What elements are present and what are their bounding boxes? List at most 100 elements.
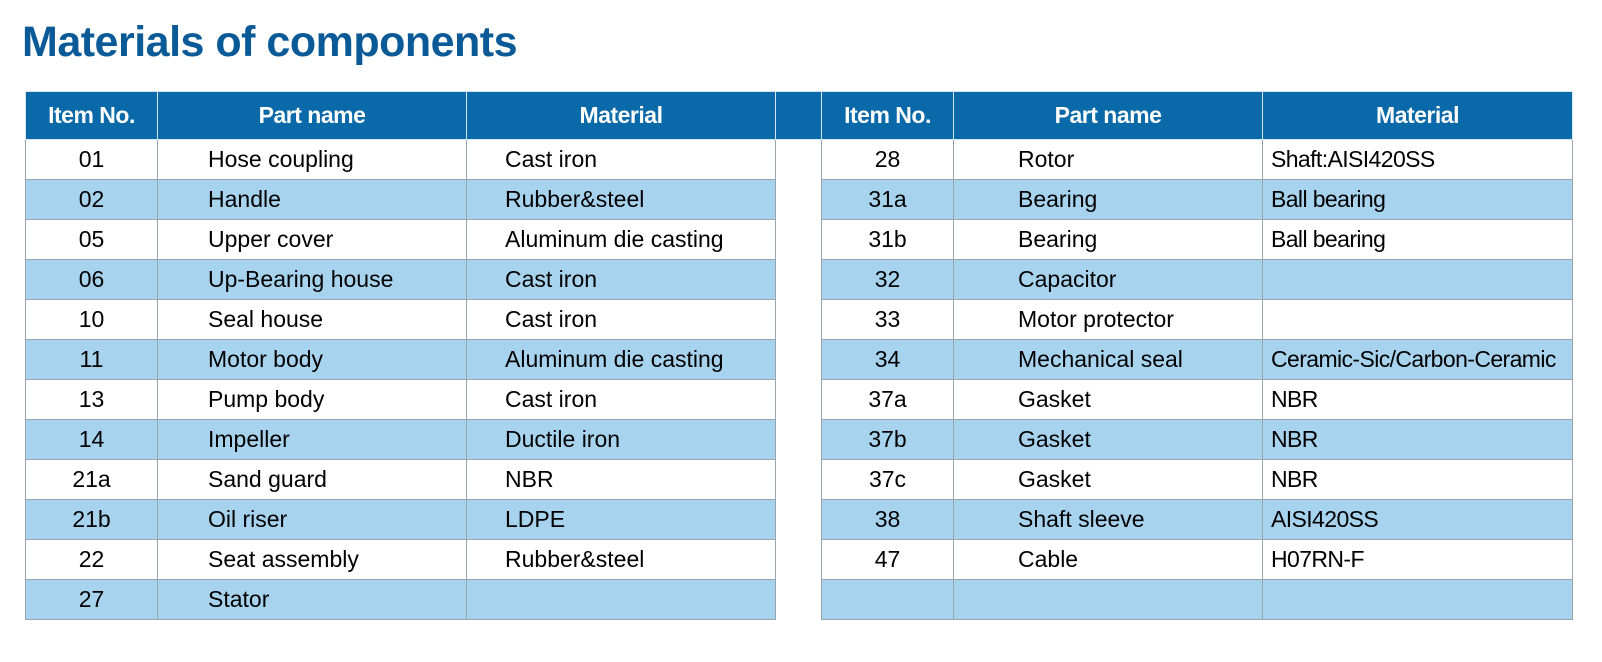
gap-cell	[775, 339, 822, 380]
item-no-cell: 11	[25, 339, 158, 380]
material-cell: Cast iron	[466, 299, 776, 340]
item-no-cell: 31a	[821, 179, 954, 220]
table-row: 06 Up-Bearing house Cast iron 32 Capacitor	[25, 259, 1573, 300]
part-name-cell: Gasket	[953, 379, 1263, 420]
part-name-cell: Motor body	[157, 339, 467, 380]
item-no-cell: 06	[25, 259, 158, 300]
material-cell: NBR	[466, 459, 776, 500]
header-cell: Material	[466, 91, 776, 140]
material-cell: H07RN-F	[1262, 539, 1573, 580]
part-name-cell: Cable	[953, 539, 1263, 580]
material-cell: Shaft:AISI420SS	[1262, 139, 1573, 180]
gap-cell	[775, 179, 822, 220]
part-name-cell: Mechanical seal	[953, 339, 1263, 380]
item-no-cell	[821, 579, 954, 620]
item-no-cell: 05	[25, 219, 158, 260]
item-no-cell: 37b	[821, 419, 954, 460]
material-cell	[1262, 259, 1573, 300]
material-cell: LDPE	[466, 499, 776, 540]
part-name-cell: Stator	[157, 579, 467, 620]
table-row: 22 Seat assembly Rubber&steel 47 Cable H07RN-…	[25, 539, 1573, 580]
part-name-cell: Seat assembly	[157, 539, 467, 580]
material-cell	[1262, 579, 1573, 620]
gap-cell	[775, 579, 822, 620]
material-cell	[466, 579, 776, 620]
header-cell: Part name	[157, 91, 467, 140]
part-name-cell: Impeller	[157, 419, 467, 460]
gap-cell	[775, 539, 822, 580]
material-cell: NBR	[1262, 459, 1573, 500]
material-cell: NBR	[1262, 379, 1573, 420]
header-gap	[775, 91, 822, 140]
header-cell: Part name	[953, 91, 1263, 140]
header-cell: Item No.	[821, 91, 954, 140]
table-row: 10 Seal house Cast iron 33 Motor protector	[25, 299, 1573, 340]
part-name-cell: Capacitor	[953, 259, 1263, 300]
gap-cell	[775, 299, 822, 340]
table-row: 21b Oil riser LDPE 38 Shaft sleeve AISI420SS	[25, 499, 1573, 540]
item-no-cell: 32	[821, 259, 954, 300]
material-cell: NBR	[1262, 419, 1573, 460]
part-name-cell: Shaft sleeve	[953, 499, 1263, 540]
part-name-cell: Hose coupling	[157, 139, 467, 180]
gap-cell	[775, 459, 822, 500]
part-name-cell: Pump body	[157, 379, 467, 420]
material-cell	[1262, 299, 1573, 340]
table-row: 13 Pump body Cast iron 37a Gasket NBR	[25, 379, 1573, 420]
item-no-cell: 37a	[821, 379, 954, 420]
header-cell: Material	[1262, 91, 1573, 140]
gap-cell	[775, 419, 822, 460]
gap-cell	[775, 139, 822, 180]
part-name-cell	[953, 579, 1263, 620]
table-row: 01 Hose coupling Cast iron 28 Rotor Shaft:AIS…	[25, 139, 1573, 180]
part-name-cell: Rotor	[953, 139, 1263, 180]
material-cell: Cast iron	[466, 139, 776, 180]
gap-cell	[775, 499, 822, 540]
header-row: Item No. Part name Material Item No. Part na…	[25, 91, 1573, 140]
material-cell: AISI420SS	[1262, 499, 1573, 540]
part-name-cell: Motor protector	[953, 299, 1263, 340]
material-cell: Cast iron	[466, 379, 776, 420]
item-no-cell: 34	[821, 339, 954, 380]
title: Materials of components	[22, 18, 518, 66]
part-name-cell: Seal house	[157, 299, 467, 340]
material-cell: Ceramic-Sic/Carbon-Ceramic	[1262, 339, 1573, 380]
item-no-cell: 14	[25, 419, 158, 460]
item-no-cell: 47	[821, 539, 954, 580]
material-cell: Aluminum die casting	[466, 339, 776, 380]
material-cell: Rubber&steel	[466, 179, 776, 220]
part-name-cell: Gasket	[953, 419, 1263, 460]
part-name-cell: Bearing	[953, 219, 1263, 260]
item-no-cell: 22	[25, 539, 158, 580]
part-name-cell: Sand guard	[157, 459, 467, 500]
material-cell: Ball bearing	[1262, 219, 1573, 260]
table-row: 05 Upper cover Aluminum die casting 31b Bear…	[25, 219, 1573, 260]
item-no-cell: 10	[25, 299, 158, 340]
table-row: 21a Sand guard NBR 37c Gasket NBR	[25, 459, 1573, 500]
material-cell: Aluminum die casting	[466, 219, 776, 260]
item-no-cell: 33	[821, 299, 954, 340]
gap-cell	[775, 379, 822, 420]
table-row: 27 Stator	[25, 579, 1573, 620]
item-no-cell: 28	[821, 139, 954, 180]
item-no-cell: 37c	[821, 459, 954, 500]
part-name-cell: Handle	[157, 179, 467, 220]
table-row: 14 Impeller Ductile iron 37b Gasket NBR	[25, 419, 1573, 460]
part-name-cell: Up-Bearing house	[157, 259, 467, 300]
gap-cell	[775, 219, 822, 260]
material-cell: Ductile iron	[466, 419, 776, 460]
material-cell: Rubber&steel	[466, 539, 776, 580]
material-cell: Ball bearing	[1262, 179, 1573, 220]
table-row: 02 Handle Rubber&steel 31a Bearing Ball beari…	[25, 179, 1573, 220]
item-no-cell: 13	[25, 379, 158, 420]
material-cell: Cast iron	[466, 259, 776, 300]
item-no-cell: 21a	[25, 459, 158, 500]
materials-table: Item No. Part name Material Item No. Part na…	[25, 91, 1573, 620]
part-name-cell: Oil riser	[157, 499, 467, 540]
item-no-cell: 31b	[821, 219, 954, 260]
part-name-cell: Upper cover	[157, 219, 467, 260]
item-no-cell: 01	[25, 139, 158, 180]
item-no-cell: 38	[821, 499, 954, 540]
table-body: 01 Hose coupling Cast iron 28 Rotor Shaft:AIS…	[25, 139, 1573, 620]
